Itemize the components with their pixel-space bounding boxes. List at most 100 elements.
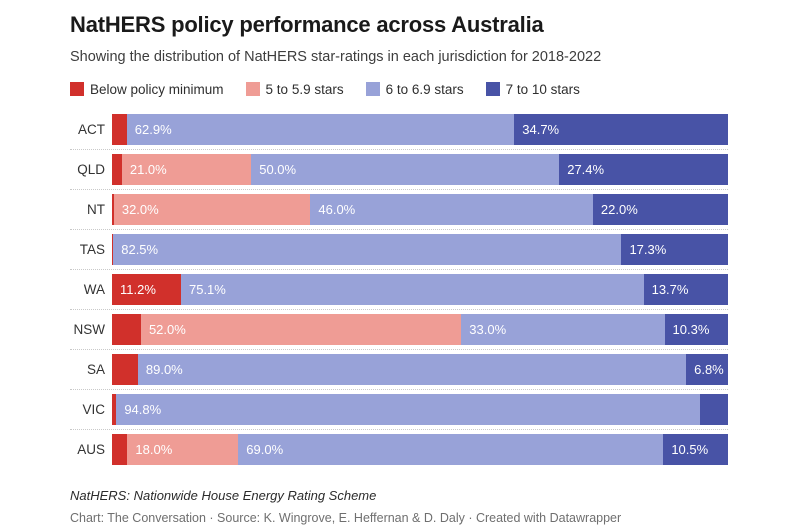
bar-segment[interactable]: 11.2%: [112, 273, 181, 305]
segment-value-label: 18.0%: [135, 442, 173, 458]
bar-segment[interactable]: 27.4%: [559, 153, 728, 185]
bar-track: 94.8%: [112, 393, 728, 425]
bar-track: 21.0% 50.0% 27.4%: [112, 153, 728, 185]
row-label: TAS: [79, 241, 105, 257]
bar-track: 32.0% 46.0% 22.0%: [112, 193, 728, 225]
bar-segment[interactable]: [112, 393, 117, 425]
chart-row: AUS 18.0% 69.0% 10.5%: [70, 430, 729, 470]
bar-segment[interactable]: 52.0%: [140, 313, 462, 345]
segment-value-label: 34.7%: [522, 121, 560, 137]
chart-row: ACT 62.9% 34.7%: [70, 110, 728, 150]
row-label: NSW: [73, 321, 106, 337]
segment-value-label: 33.0%: [469, 321, 507, 337]
segment-value-label: 94.8%: [124, 401, 162, 417]
segment-value-label: 21.0%: [129, 161, 167, 177]
segment-value-label: 13.7%: [651, 281, 689, 297]
legend-item: 7 to 10 stars: [485, 81, 580, 97]
bar-segment[interactable]: [112, 434, 128, 466]
row-label: VIC: [82, 401, 105, 417]
legend-swatch: [485, 82, 500, 97]
legend-label: 6 to 6.9 stars: [385, 81, 464, 97]
chart-row: TAS 82.5% 17.3%: [70, 230, 728, 270]
legend-swatch: [365, 82, 380, 97]
segment-value-label: 27.4%: [567, 161, 605, 177]
legend-label: 7 to 10 stars: [505, 81, 580, 97]
legend: Below policy minimum 5 to 5.9 stars 6 to 6…: [70, 82, 728, 97]
segment-value-label: 6.8%: [694, 361, 724, 377]
row-label: ACT: [78, 121, 105, 137]
row-label: WA: [83, 281, 105, 297]
segment-value-label: 22.0%: [600, 201, 638, 217]
chart-footer: NatHERS: Nationwide House Energy Rating …: [70, 488, 728, 525]
chart-row: NSW 52.0% 33.0% 10.3%: [70, 310, 728, 350]
row-label: NT: [87, 201, 105, 217]
segment-value-label: 11.2%: [120, 281, 156, 297]
bar-segment[interactable]: [112, 353, 138, 385]
bar-segment[interactable]: [112, 153, 122, 185]
bar-segment[interactable]: 33.0%: [461, 313, 665, 345]
bar-track: 62.9% 34.7%: [112, 113, 728, 145]
bar-segment[interactable]: 32.0%: [113, 193, 311, 225]
legend-swatch: [245, 82, 260, 97]
chart-title: NatHERS policy performance across Austra…: [70, 12, 544, 37]
bar-segment[interactable]: 17.3%: [621, 233, 728, 265]
bar-segment[interactable]: 10.5%: [663, 434, 729, 466]
bar-segment[interactable]: 50.0%: [251, 153, 560, 185]
bar-segment[interactable]: 34.7%: [514, 113, 728, 145]
segment-value-label: 46.0%: [318, 201, 356, 217]
legend-item: Below policy minimum: [70, 82, 224, 97]
bar-segment[interactable]: 21.0%: [121, 153, 252, 185]
legend-label: 5 to 5.9 stars: [265, 81, 344, 97]
stacked-bar-chart: ACT 62.9% 34.7% QLD 21.0% 50.0% 27.4% NT 32.0% 46…: [70, 110, 729, 470]
bar-segment[interactable]: 10.3%: [664, 313, 728, 345]
chart-row: VIC 94.8%: [70, 390, 728, 430]
legend-item: 6 to 6.9 stars: [365, 81, 464, 97]
chart-subtitle: Showing the distribution of NatHERS star…: [70, 49, 602, 66]
segment-value-label: 62.9%: [134, 121, 172, 137]
bar-segment[interactable]: 22.0%: [592, 193, 728, 225]
bar-segment[interactable]: 75.1%: [180, 273, 644, 305]
row-label: QLD: [77, 161, 105, 177]
bar-track: 11.2% 75.1% 13.7%: [112, 273, 728, 305]
bar-segment[interactable]: 18.0%: [127, 434, 239, 466]
bar-segment[interactable]: 82.5%: [113, 233, 622, 265]
chart-row: SA 89.0% 6.8%: [70, 350, 728, 390]
segment-value-label: 52.0%: [148, 321, 186, 337]
chart-row: QLD 21.0% 50.0% 27.4%: [70, 150, 728, 190]
segment-value-label: 69.0%: [246, 442, 284, 458]
bar-segment[interactable]: [112, 313, 141, 345]
chart-row: NT 32.0% 46.0% 22.0%: [70, 190, 728, 230]
bar-segment[interactable]: 62.9%: [126, 113, 515, 145]
bar-track: 52.0% 33.0% 10.3%: [112, 313, 728, 345]
legend-label: Below policy minimum: [90, 81, 224, 97]
bar-segment[interactable]: [112, 113, 127, 145]
credit-line: Chart: The Conversation · Source: K. Win…: [70, 510, 622, 525]
chart-row: WA 11.2% 75.1% 13.7%: [70, 270, 728, 310]
segment-value-label: 10.5%: [671, 442, 709, 458]
bar-track: 18.0% 69.0% 10.5%: [112, 434, 729, 466]
segment-value-label: 10.3%: [672, 321, 710, 337]
bar-segment[interactable]: 13.7%: [643, 273, 728, 305]
bar-track: 82.5% 17.3%: [112, 233, 728, 265]
segment-value-label: 75.1%: [188, 281, 226, 297]
bar-segment[interactable]: 89.0%: [137, 353, 687, 385]
bar-segment[interactable]: [112, 193, 114, 225]
row-label: AUS: [77, 442, 105, 458]
segment-value-label: 82.5%: [121, 241, 159, 257]
row-label: SA: [86, 361, 105, 377]
legend-swatch: [70, 82, 84, 97]
legend-item: 5 to 5.9 stars: [245, 81, 344, 97]
bar-segment[interactable]: [700, 393, 728, 425]
bar-track: 89.0% 6.8%: [112, 353, 728, 385]
bar-segment[interactable]: [112, 233, 114, 265]
footnote: NatHERS: Nationwide House Energy Rating …: [70, 487, 377, 503]
segment-value-label: 17.3%: [629, 241, 667, 257]
bar-segment[interactable]: 94.8%: [116, 393, 701, 425]
segment-value-label: 89.0%: [145, 361, 183, 377]
bar-segment[interactable]: 46.0%: [310, 193, 593, 225]
segment-value-label: 50.0%: [259, 161, 297, 177]
bar-segment[interactable]: 69.0%: [238, 434, 664, 466]
segment-value-label: 32.0%: [121, 201, 159, 217]
bar-segment[interactable]: 6.8%: [686, 353, 728, 385]
